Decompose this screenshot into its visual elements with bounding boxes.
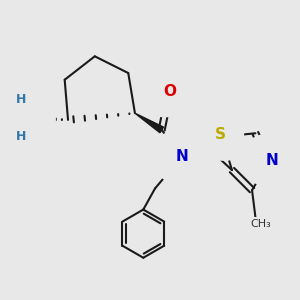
Polygon shape xyxy=(135,113,164,133)
Text: N: N xyxy=(176,149,188,164)
Text: N: N xyxy=(266,152,278,167)
Text: CH₃: CH₃ xyxy=(250,219,271,229)
Text: S: S xyxy=(215,128,226,142)
Text: N: N xyxy=(25,111,38,126)
Text: H: H xyxy=(16,93,26,106)
Text: O: O xyxy=(164,84,177,99)
Text: H: H xyxy=(16,130,26,143)
